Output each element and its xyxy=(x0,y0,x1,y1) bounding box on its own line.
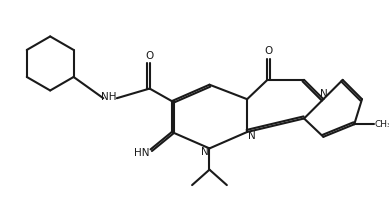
Text: CH₃: CH₃ xyxy=(375,120,389,129)
Text: N: N xyxy=(248,131,256,141)
Text: NH: NH xyxy=(101,92,117,102)
Text: N: N xyxy=(321,89,328,99)
Text: O: O xyxy=(264,46,272,56)
Text: HN: HN xyxy=(134,148,150,158)
Text: O: O xyxy=(145,51,154,61)
Text: N: N xyxy=(201,147,209,157)
